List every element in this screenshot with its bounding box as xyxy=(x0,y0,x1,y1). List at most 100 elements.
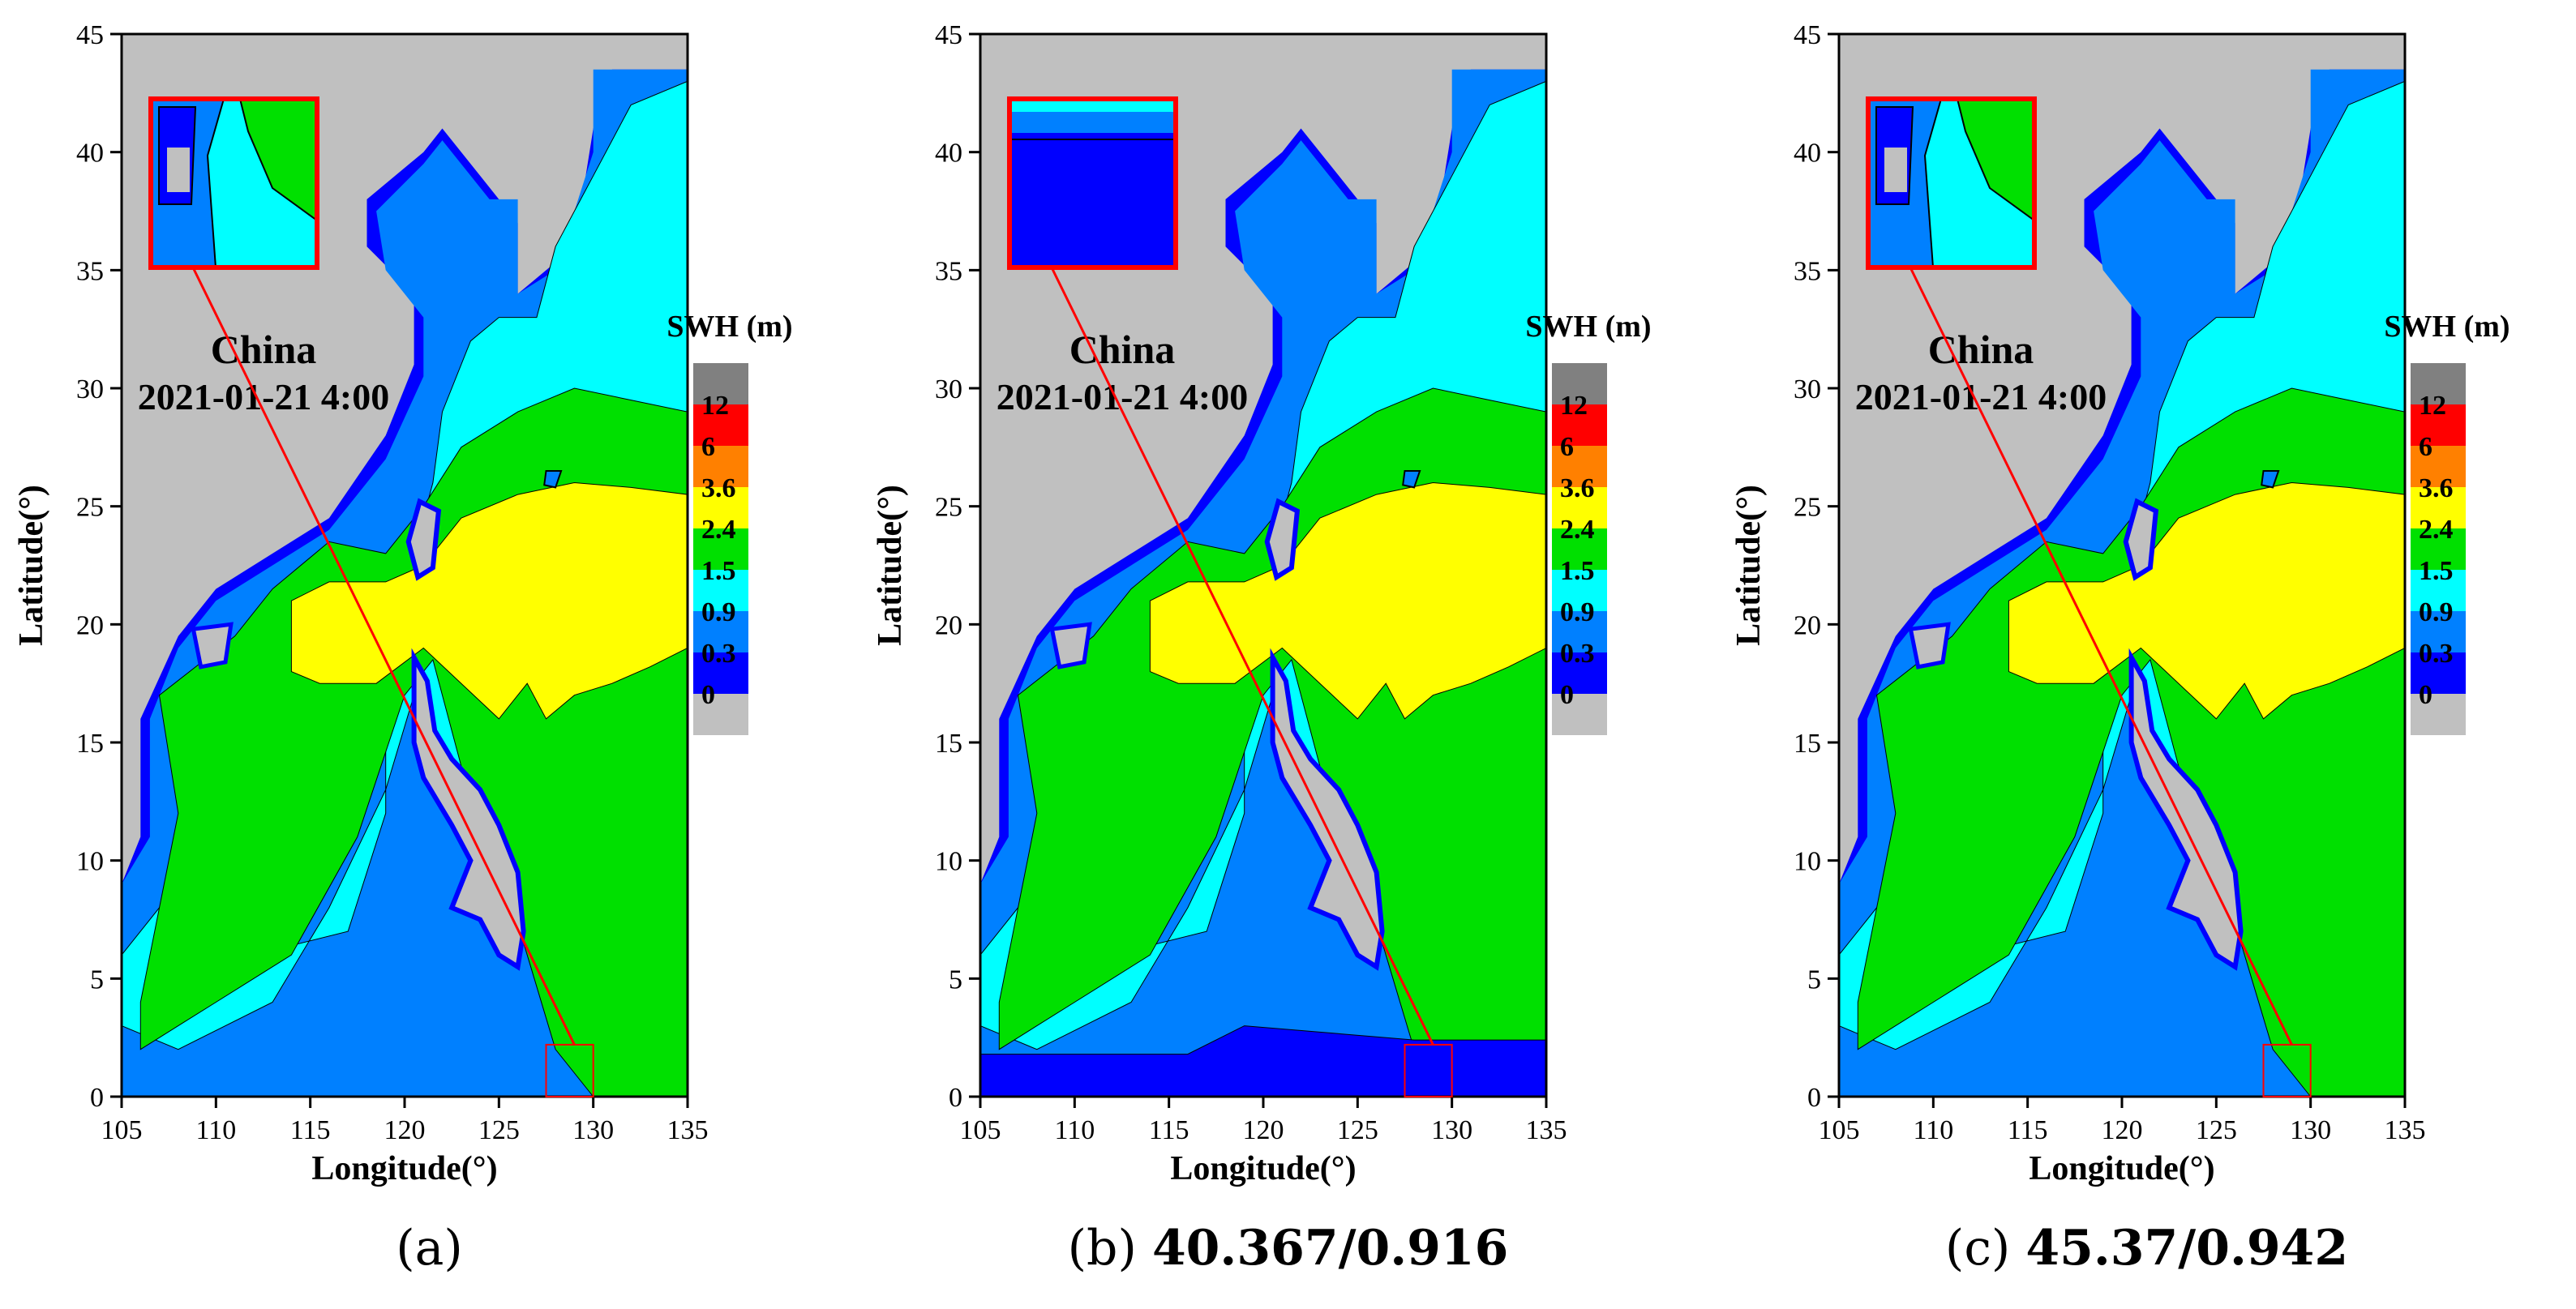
x-tick-label: 120 xyxy=(2102,1115,2143,1145)
zoom-inset xyxy=(148,96,319,270)
colorbar-swatch xyxy=(2411,694,2466,735)
y-tick-label: 20 xyxy=(935,610,962,640)
colorbar-level-label: 3.6 xyxy=(1560,473,1595,503)
panel-metric-c: 45.37/0.942 xyxy=(2025,1220,2349,1277)
y-tick-label: 15 xyxy=(935,729,962,759)
y-tick-label: 5 xyxy=(90,965,104,995)
y-tick-label: 5 xyxy=(1807,965,1821,995)
colorbar-swatch xyxy=(1552,611,1607,652)
zoom-leader-line xyxy=(191,267,576,1046)
colorbar-level-label: 0 xyxy=(1560,680,1574,710)
y-tick-label: 45 xyxy=(76,20,104,50)
x-tick-label: 125 xyxy=(2196,1115,2237,1145)
island-taiwan xyxy=(1264,498,1301,581)
map-b: 105 110 115 120 125 130 135051015202530354045L… xyxy=(872,20,1652,1187)
colorbar-swatch xyxy=(1552,570,1607,611)
colorbar-level-label: 0.9 xyxy=(2419,597,2454,627)
colorbar-title: SWH (m) xyxy=(1525,310,1651,344)
y-tick-label: 30 xyxy=(1794,374,1821,404)
colorbar-swatch xyxy=(2411,611,2466,652)
panel-caption-c: (c) 45.37/0.942 xyxy=(1717,1220,2576,1277)
island-hainan xyxy=(1049,622,1092,669)
place-label: China xyxy=(1069,327,1176,372)
colorbar-level-label: 6 xyxy=(2419,432,2432,462)
x-tick-label: 110 xyxy=(1054,1115,1095,1145)
island-taiwan xyxy=(405,498,442,581)
x-tick-label: 120 xyxy=(384,1115,426,1145)
y-tick-label: 25 xyxy=(935,493,962,523)
colorbar-level-label: 12 xyxy=(2419,391,2446,421)
colorbar: SWH (m) 12 6 3.6 2.4 1.5 0.9 0.3 0 xyxy=(1525,310,1652,735)
colorbar-swatch xyxy=(1552,363,1607,404)
y-axis-label: Latitude(°) xyxy=(1730,485,1768,646)
y-tick-label: 5 xyxy=(949,965,962,995)
colorbar-swatch xyxy=(2411,363,2466,404)
colorbar-swatch xyxy=(693,611,748,652)
colorbar-swatch xyxy=(1552,487,1607,528)
map-frame-b: 105 110 115 120 125 130 135051015202530354045L… xyxy=(872,20,1652,1187)
x-axis-label: Longitude(°) xyxy=(1170,1150,1356,1187)
zoom-region xyxy=(545,1043,594,1097)
colorbar-level-label: 0.9 xyxy=(1560,597,1595,627)
colorbar-level-label: 3.6 xyxy=(2419,473,2454,503)
colorbar-level-label: 6 xyxy=(701,432,715,462)
colorbar-swatch xyxy=(2411,570,2466,611)
colorbar: SWH (m) 12 6 3.6 2.4 1.5 0.9 0.3 0 xyxy=(2384,310,2510,735)
y-axis-label: Latitude(°) xyxy=(13,485,50,646)
x-tick-label: 130 xyxy=(572,1115,614,1145)
island-taiwan xyxy=(2123,498,2159,581)
map-frame-a: 105 110 115 120 125 130 135051015202530354045L… xyxy=(13,20,793,1187)
colorbar-swatch xyxy=(2411,446,2466,487)
colorbar-level-label: 1.5 xyxy=(701,556,736,586)
x-tick-label: 115 xyxy=(1149,1115,1189,1145)
x-tick-label: 110 xyxy=(195,1115,236,1145)
x-tick-label: 105 xyxy=(101,1115,143,1145)
y-tick-label: 25 xyxy=(1794,493,1821,523)
y-tick-label: 40 xyxy=(935,139,962,169)
colorbar-swatch xyxy=(693,694,748,735)
x-tick-label: 125 xyxy=(1337,1115,1378,1145)
x-tick-label: 115 xyxy=(2008,1115,2048,1145)
zoom-region xyxy=(1404,1043,1453,1097)
colorbar-level-label: 0.3 xyxy=(701,639,736,669)
y-tick-label: 0 xyxy=(1807,1083,1821,1113)
island-hainan xyxy=(1908,622,1951,669)
zoom-inset xyxy=(1866,96,2037,270)
colorbar-level-label: 12 xyxy=(701,391,729,421)
x-tick-label: 115 xyxy=(290,1115,331,1145)
y-tick-label: 25 xyxy=(76,493,104,523)
island-hainan xyxy=(191,622,234,669)
island-philippines xyxy=(1270,648,1385,971)
colorbar-swatch xyxy=(1552,528,1607,570)
colorbar-swatch xyxy=(2411,528,2466,570)
y-tick-label: 45 xyxy=(1794,20,1821,50)
inset-band-top xyxy=(1009,99,1176,112)
x-tick-label: 105 xyxy=(1819,1115,1860,1145)
island-ryukyu xyxy=(1402,470,1421,489)
y-tick-label: 20 xyxy=(76,610,104,640)
y-tick-label: 30 xyxy=(76,374,104,404)
colorbar-swatch xyxy=(2411,487,2466,528)
colorbar-level-label: 1.5 xyxy=(1560,556,1595,586)
colorbar-swatch xyxy=(1552,446,1607,487)
x-axis-label: Longitude(°) xyxy=(2029,1150,2214,1187)
contour-2.4-3.6 xyxy=(1149,481,1547,720)
map-frame-c: 105 110 115 120 125 130 135051015202530354045L… xyxy=(1730,20,2510,1187)
y-tick-label: 15 xyxy=(76,729,104,759)
colorbar-swatch xyxy=(693,404,748,446)
island-philippines xyxy=(411,648,526,971)
colorbar-level-label: 3.6 xyxy=(701,473,736,503)
island-ryukyu xyxy=(2261,470,2280,489)
island-philippines xyxy=(2128,648,2244,971)
x-tick-label: 125 xyxy=(478,1115,520,1145)
y-tick-label: 40 xyxy=(76,139,104,169)
x-tick-label: 110 xyxy=(1913,1115,1953,1145)
colorbar-level-label: 6 xyxy=(1560,432,1574,462)
island-ryukyu xyxy=(543,470,563,489)
colorbar-swatch xyxy=(2411,652,2466,694)
panel-label-b: (b) xyxy=(1067,1220,1137,1277)
colorbar: SWH (m) 12 6 3.6 2.4 1.5 0.9 0.3 0 xyxy=(667,310,793,735)
colorbar-swatch xyxy=(1552,652,1607,694)
y-tick-label: 0 xyxy=(949,1083,962,1113)
inset-land xyxy=(167,148,190,192)
